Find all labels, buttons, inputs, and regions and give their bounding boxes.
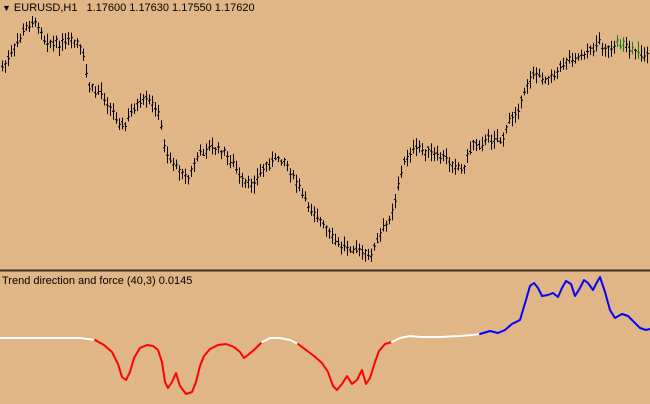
trend-line-up: [479, 276, 650, 335]
trend-line-neutral: [0, 337, 96, 341]
price-chart[interactable]: [0, 0, 650, 270]
price-header: ▼ EURUSD,H1 1.17600 1.17630 1.17550 1.17…: [2, 1, 255, 15]
indicator-title: Trend direction and force (40,3) 0.0145: [2, 275, 193, 287]
triangle-down-icon[interactable]: ▼: [2, 3, 11, 13]
high-price: 1.17630: [129, 2, 170, 14]
symbol-label: EURUSD,H1: [13, 2, 78, 14]
trend-line-neutral: [261, 337, 299, 345]
trend-line-down: [94, 339, 263, 395]
close-price: 1.17620: [214, 2, 255, 14]
low-price: 1.17550: [172, 2, 212, 14]
trend-line-down: [297, 341, 393, 391]
trend-line-neutral: [391, 333, 481, 343]
open-price: 1.17600: [86, 2, 127, 14]
